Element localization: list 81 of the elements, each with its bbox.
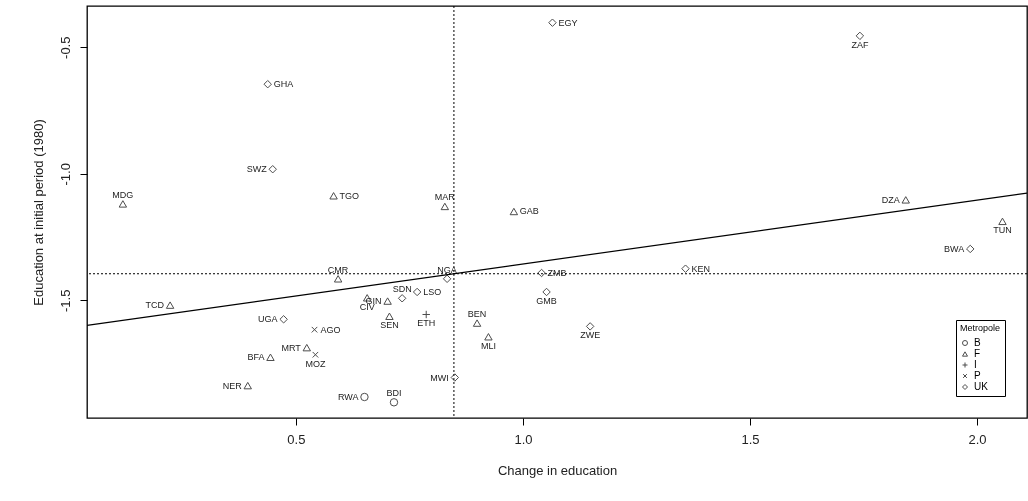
point <box>412 287 422 297</box>
point <box>243 381 252 390</box>
point <box>360 392 369 402</box>
x-tick-label: 2.0 <box>968 431 987 447</box>
point <box>311 326 318 333</box>
point <box>855 31 865 41</box>
y-axis-title: Education at initial period (1980) <box>30 119 46 306</box>
point <box>585 322 595 331</box>
point <box>389 398 399 407</box>
data-label: ETH <box>417 318 436 329</box>
point <box>901 196 910 204</box>
data-label: MOZ <box>305 358 326 369</box>
data-label: BEN <box>467 309 487 320</box>
data-label: GHA <box>273 79 294 90</box>
y-tick-label: -0.5 <box>57 36 73 59</box>
point <box>472 319 482 327</box>
point <box>440 202 450 211</box>
legend-label: UK <box>974 381 989 392</box>
data-label: SDN <box>392 284 412 295</box>
legend-label: F <box>974 348 981 359</box>
y-tick-label: -1.5 <box>57 289 73 313</box>
data-label: TGO <box>339 190 360 201</box>
point <box>312 351 319 359</box>
point <box>279 315 288 324</box>
point <box>383 297 392 305</box>
data-label: ZAF <box>851 39 869 50</box>
point <box>118 200 128 208</box>
data-label: UGA <box>258 314 278 325</box>
x-tick-label: 1.5 <box>741 431 760 447</box>
point <box>442 274 452 284</box>
legend-label: I <box>974 359 977 370</box>
point <box>263 79 272 89</box>
point <box>385 312 394 320</box>
point <box>302 343 311 352</box>
data-label: RWA <box>337 392 359 402</box>
data-label: MAR <box>434 192 456 203</box>
data-label: SEN <box>380 320 399 331</box>
data-label: LSO <box>423 286 442 297</box>
data-label: ZWE <box>580 330 601 341</box>
x-axis-title: Change in education <box>497 462 618 478</box>
point <box>966 244 975 254</box>
data-label: GMB <box>536 295 557 306</box>
legend-label: B <box>974 337 981 348</box>
point <box>484 333 493 341</box>
point <box>509 207 519 216</box>
point <box>998 217 1007 226</box>
point <box>333 275 343 283</box>
data-label: NER <box>222 380 243 391</box>
point <box>542 287 551 297</box>
legend-label: P <box>974 370 981 381</box>
legend-title: Metropole <box>960 323 1001 333</box>
data-label: MWI <box>430 372 449 383</box>
data-label: NGA <box>437 264 457 275</box>
data-label: GAB <box>519 206 539 217</box>
data-label: AGO <box>320 324 341 335</box>
point <box>450 373 460 382</box>
data-label: TCD <box>145 300 165 311</box>
data-label: MLI <box>480 340 496 351</box>
data-label: TUN <box>993 225 1012 236</box>
x-tick-label: 0.5 <box>287 431 306 447</box>
point <box>397 294 407 303</box>
point <box>165 301 175 309</box>
data-label: DZA <box>881 194 900 205</box>
point <box>548 18 557 27</box>
data-label: SWZ <box>246 164 268 175</box>
data-label: KEN <box>691 263 711 274</box>
data-label: BFA <box>247 352 265 363</box>
y-tick-label: -1.0 <box>57 163 73 186</box>
point <box>268 165 277 174</box>
data-label: BWA <box>944 243 965 254</box>
point <box>329 192 338 200</box>
point <box>681 264 690 273</box>
data-label: CMR <box>327 264 349 275</box>
data-label: BDI <box>386 388 402 399</box>
data-label: ZMB <box>547 267 567 278</box>
data-label: EGY <box>558 17 578 28</box>
x-tick-label: 1.0 <box>514 431 533 447</box>
data-label: MDG <box>112 189 134 200</box>
data-label: MRT <box>281 342 302 353</box>
point <box>537 268 546 278</box>
point <box>266 353 275 361</box>
